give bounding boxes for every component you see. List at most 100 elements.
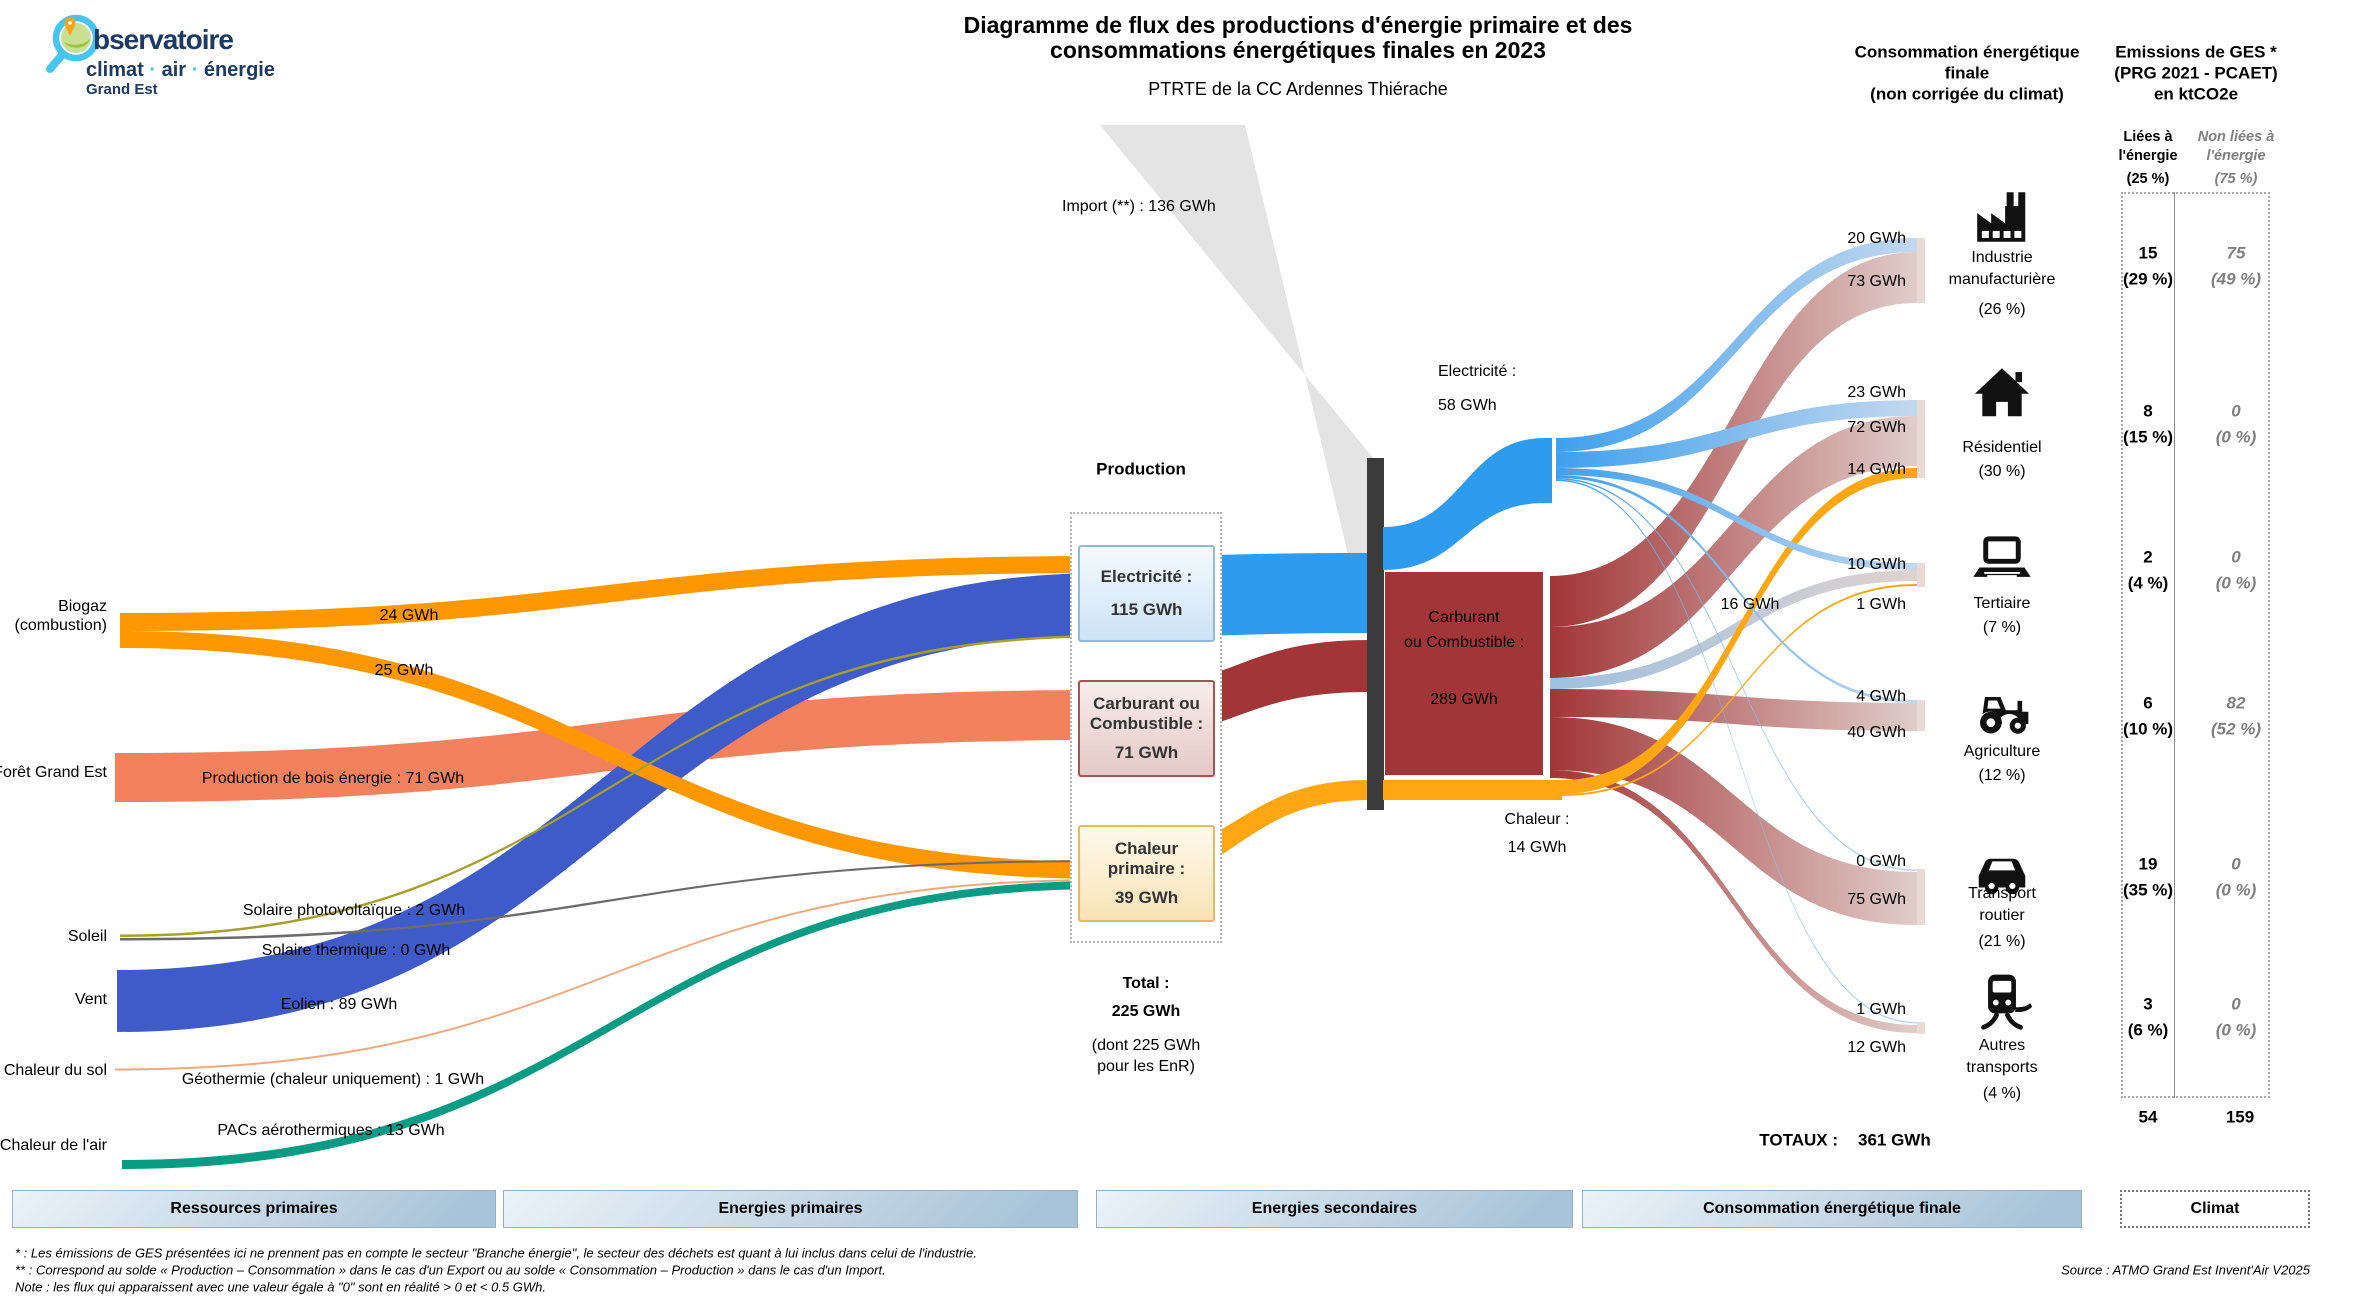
consumption-header: Consommation énergétique	[1854, 42, 2080, 62]
production-total-label: Total :	[1122, 975, 1170, 993]
flow-solaire-thermique	[120, 860, 1105, 941]
ges-energy-3: 6	[2143, 693, 2153, 713]
sector-value-1-2: 14 GWh	[1847, 461, 1906, 479]
train-icon	[1969, 970, 2035, 1032]
box-chaleur-label1: Chaleur	[1114, 839, 1179, 859]
sector-node-0	[1917, 238, 1925, 303]
sector-name-4: Transport	[1968, 885, 2036, 903]
col-energy-pct: (25 %)	[2126, 170, 2170, 187]
col-energy-header-line2: l'énergie	[2118, 147, 2178, 164]
sector-name-0: Industrie	[1971, 249, 2033, 267]
node-electricite-label: Electricité :	[1438, 363, 1517, 381]
logo-dot-icon: ·	[186, 59, 204, 81]
laptop-icon	[1969, 528, 2035, 590]
production-box-chaleur: Chaleur primaire : 39 GWh	[1078, 825, 1215, 922]
flow-label-solth: Solaire thermique : 0 GWh	[261, 942, 451, 960]
car-icon	[1969, 834, 2035, 896]
ges-non-energy-pct-1: (0 %)	[2215, 427, 2257, 447]
logo-brand-text: bservatoire	[93, 24, 234, 55]
flow-carburant-agriculture	[1550, 689, 1917, 731]
source-label-1: Forêt Grand Est	[0, 764, 107, 782]
source-label-0: (combustion)	[14, 617, 107, 635]
sector-node-1	[1917, 400, 1925, 478]
totaux-value: 361 GWh	[1858, 1130, 1931, 1150]
sector-name-5: transports	[1966, 1059, 2038, 1077]
source-label-3: Vent	[74, 991, 107, 1009]
production-label: Production	[1096, 459, 1186, 479]
sector-name-0: manufacturière	[1948, 271, 2056, 289]
ges-non-energy-pct-3: (52 %)	[2210, 719, 2262, 739]
sector-name-2: Tertiaire	[1973, 595, 2031, 613]
emissions-header: Emissions de GES *	[2115, 42, 2277, 62]
logo-tagline: climat · air · énergie	[86, 59, 275, 82]
node-electricite-bar	[1545, 438, 1552, 503]
flow-biogaz-chaleur	[120, 631, 1105, 879]
flow-solaire-pv	[120, 635, 1105, 937]
sector-value-5-1: 12 GWh	[1847, 1039, 1906, 1057]
flow-import	[1100, 125, 1383, 700]
sector-value-5-0: 1 GWh	[1856, 1001, 1906, 1019]
footnote-3: Note : les flux qui apparaissent avec un…	[15, 1279, 546, 1295]
flow-geothermie	[115, 879, 1105, 1071]
flow-elec-autres-transports	[1556, 479, 1917, 1024]
box-chaleur-value: 39 GWh	[1114, 887, 1179, 907]
source-label-2: Soleil	[67, 928, 107, 946]
box-chaleur-label2: primaire :	[1107, 859, 1186, 879]
source-label-0: Biogaz	[58, 598, 107, 616]
flow-chaleur-tertiaire	[1562, 584, 1917, 796]
node-electricite-value: 58 GWh	[1438, 397, 1497, 415]
sector-node-2	[1917, 563, 1925, 587]
ges-energy-5: 3	[2143, 994, 2153, 1014]
node-chaleur-label: Chaleur :	[1504, 811, 1570, 829]
sector-name-3: Agriculture	[1963, 743, 2041, 761]
box-carburant-value: 71 GWh	[1114, 742, 1179, 762]
ges-non-energy-3: 82	[2226, 693, 2246, 713]
flow-carburant-autres-transports	[1550, 770, 1917, 1033]
totaux-label: TOTAUX :	[1759, 1130, 1838, 1150]
ges-total-energy: 54	[2138, 1107, 2158, 1127]
sector-value-1-1: 72 GWh	[1847, 419, 1906, 437]
production-total-enr1: (dont 225 GWh	[1091, 1037, 1201, 1055]
sector-pct-1: (30 %)	[1978, 463, 2026, 481]
box-electricite-label: Electricité :	[1100, 566, 1193, 586]
box-carburant-label1: Carburant ou	[1093, 694, 1200, 714]
sector-pct-5: (4 %)	[1982, 1085, 2022, 1103]
flow-pac-aerothermique	[122, 881, 1105, 1169]
sector-value-0-1: 73 GWh	[1847, 273, 1906, 291]
production-total-enr2: pour les EnR)	[1097, 1058, 1195, 1076]
consumption-header-line2: finale	[1944, 63, 1990, 83]
sector-pct-3: (12 %)	[1978, 767, 2026, 785]
ges-non-energy-2: 0	[2231, 547, 2241, 567]
sector-node-4	[1917, 869, 1925, 925]
legend-climat: Climat	[2120, 1190, 2310, 1228]
box-electricite-value: 115 GWh	[1110, 600, 1183, 619]
flow-chaleur-main	[1383, 780, 1562, 800]
logo-word-air: air	[161, 59, 187, 81]
footnote-1: * : Les émissions de GES présentées ici …	[15, 1245, 977, 1261]
col-non-energy-pct: (75 %)	[2214, 170, 2258, 187]
flow-chaleur-residentiel	[1562, 468, 1917, 794]
node-carburant-value: 289 GWh	[1430, 691, 1498, 709]
import-flow-label: Import (**) : 136 GWh	[1062, 198, 1216, 216]
factory-icon	[1969, 186, 2035, 248]
sector-name-5: Autres	[1978, 1037, 2026, 1055]
node-carburant-label1: Carburant	[1428, 609, 1500, 627]
flow-label-pac: PACs aérothermiques : 13 GWh	[217, 1122, 445, 1140]
flow-eolien	[117, 573, 1105, 1032]
sector-value-4-1: 75 GWh	[1847, 891, 1906, 909]
flow-label-pv: Solaire photovoltaïque : 2 GWh	[242, 902, 466, 920]
ges-energy-pct-5: (6 %)	[2127, 1020, 2169, 1040]
flow-carburant-tertiaire	[1550, 570, 1917, 689]
legend-energies-primaires: Energies primaires	[503, 1190, 1078, 1228]
sector-node-3	[1917, 700, 1925, 731]
logo-word-climat: climat	[86, 59, 144, 81]
flow-elec-residentiel	[1556, 400, 1917, 468]
legend-ressources-primaires: Ressources primaires	[12, 1190, 496, 1228]
source-label-4: Chaleur du sol	[3, 1062, 107, 1080]
sector-value-2-1: 1 GWh	[1856, 596, 1906, 614]
sector-value-3-0: 4 GWh	[1856, 688, 1906, 706]
ges-non-energy-pct-4: (0 %)	[2215, 880, 2257, 900]
ges-table-divider	[2174, 192, 2175, 1098]
source-label-5: Chaleur de l'air	[0, 1137, 107, 1155]
